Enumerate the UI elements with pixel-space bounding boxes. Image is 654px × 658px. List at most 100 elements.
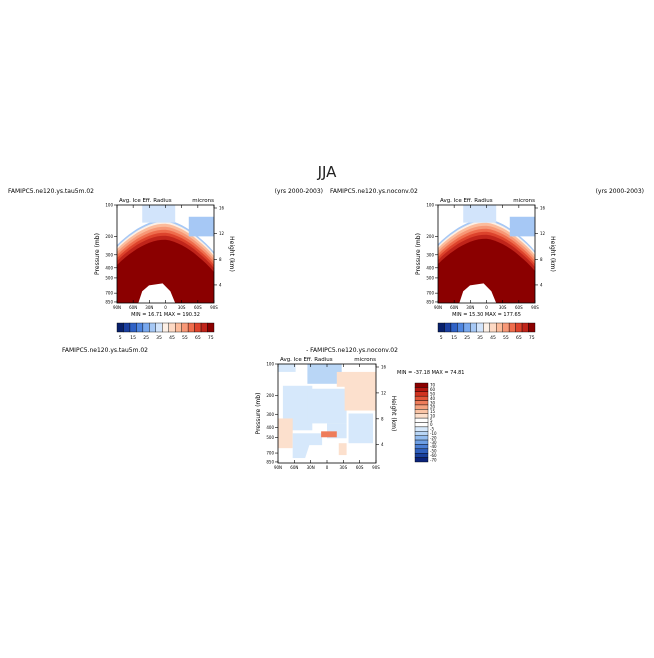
x-tick-label: 30S (178, 305, 186, 310)
colorbar-cell (483, 322, 490, 333)
diff-patch-3 (336, 371, 376, 387)
colorbar-cell (528, 322, 536, 333)
variable-label: Avg. Ice Eff. Radius (280, 357, 333, 363)
upper-cap (142, 205, 176, 223)
upper-right-blue (509, 216, 535, 237)
y-right-tick-label: 16 (381, 365, 387, 370)
x-tick-label: 90N (274, 465, 282, 470)
upper-right-blue (188, 216, 214, 237)
colorbar-label: -50 (430, 449, 437, 454)
colorbar-cell (414, 448, 429, 454)
y-tick-label: 300 (266, 412, 274, 417)
y-tick-label: 500 (266, 435, 274, 440)
x-tick-label: 30N (307, 465, 315, 470)
colorbar-label: 60 (430, 387, 436, 392)
y-tick-label: 500 (105, 275, 113, 280)
topography-mask (459, 283, 497, 303)
y-right-tick-label: 8 (540, 257, 543, 262)
colorbar-cell (129, 322, 137, 333)
colorbar-label: 25 (143, 335, 149, 341)
colorbar-cell (414, 417, 429, 423)
colorbar-label: 30 (430, 400, 436, 405)
diff-patch-11 (321, 431, 337, 438)
colorbar-cell (155, 322, 163, 333)
y-axis-label: Pressure (mb) (94, 233, 101, 275)
diff-patch-1 (278, 364, 296, 372)
colorbar-label: -40 (430, 444, 437, 449)
colorbar-label: -30 (430, 440, 437, 445)
y-right-tick-label: 12 (381, 390, 387, 395)
contour-band-8 (438, 238, 535, 303)
colorbar-cell (174, 322, 182, 333)
colorbar-cell (414, 422, 429, 428)
y-tick-label: 500 (426, 275, 434, 280)
colorbar-label: 15 (130, 335, 136, 341)
panel-1-years-label: (yrs 2000-2003) (275, 188, 323, 195)
colorbar-cell (414, 404, 429, 410)
colorbar-label: 75 (208, 335, 214, 341)
colorbar-label: 5 (430, 418, 433, 423)
units-label: microns (513, 198, 535, 204)
colorbar-label: 15 (430, 409, 436, 414)
diff-patch-6 (344, 385, 376, 411)
x-tick-label: 0 (485, 305, 488, 310)
y-right-tick-label: 8 (219, 257, 222, 262)
y-tick-label: 400 (266, 425, 274, 430)
x-tick-label: 90S (210, 305, 218, 310)
diff-patch-10 (348, 413, 374, 444)
units-label: microns (354, 357, 376, 363)
x-tick-label: 30N (145, 305, 153, 310)
colorbar-label: 55 (503, 335, 509, 341)
y-right-tick-label: 16 (219, 206, 225, 211)
x-tick-label: 60N (290, 465, 298, 470)
stats-label: MIN = -37.18 MAX = 74.81 (397, 370, 464, 376)
y-right-tick-label: 12 (540, 231, 546, 236)
colorbar-cell (414, 395, 429, 401)
x-tick-label: 90N (113, 305, 121, 310)
x-tick-label: 30S (499, 305, 507, 310)
y-right-tick-label: 16 (540, 206, 546, 211)
x-tick-label: 90S (372, 465, 380, 470)
colorbar-label: 70 (430, 383, 436, 388)
diff-patch-2 (307, 364, 342, 384)
y-tick-label: 300 (105, 252, 113, 257)
x-tick-label: 60N (450, 305, 458, 310)
colorbar-label: 45 (490, 335, 496, 341)
colorbar-cell (414, 457, 429, 463)
colorbar-cell (414, 426, 429, 432)
contour-band-8 (117, 239, 214, 303)
panel-1: Avg. Ice Eff. Radius microns 90N 60N 30N 0 30S… (94, 198, 235, 341)
colorbar-cell (414, 439, 429, 445)
colorbar-label: -10 (430, 431, 437, 436)
colorbar-cell (194, 322, 202, 333)
colorbar-cell (414, 413, 429, 419)
y-tick-label: 850 (105, 299, 113, 304)
colorbar-cell (508, 322, 516, 333)
variable-label: Avg. Ice Eff. Radius (119, 198, 172, 204)
y-right-tick-label: 8 (381, 416, 384, 421)
colorbar-label: 0 (430, 422, 433, 427)
y-tick-label: 200 (105, 234, 113, 239)
units-label: microns (192, 198, 214, 204)
colorbar-label: 40 (430, 396, 436, 401)
colorbar-label: -20 (430, 435, 437, 440)
colorbar-label: -70 (430, 457, 437, 462)
colorbar-cell (450, 322, 458, 333)
y-tick-label: 700 (426, 291, 434, 296)
colorbar-cell (116, 322, 124, 333)
colorbar-cell (162, 322, 169, 333)
y-tick-label: 100 (266, 362, 274, 367)
topography-mask (303, 445, 341, 463)
x-tick-label: 30S (340, 465, 348, 470)
colorbar-label: -5 (430, 427, 434, 432)
y-tick-label: 200 (426, 234, 434, 239)
colorbar-cell (463, 322, 471, 333)
y-tick-label: 100 (426, 203, 434, 208)
colorbar-label: 45 (169, 335, 175, 341)
panel-1-case-label: FAMIPC5.ne120.ys.tau5m.02 (8, 188, 94, 195)
panel-2-years-label: (yrs 2000-2003) (596, 188, 644, 195)
y-tick-label: 700 (266, 451, 274, 456)
colorbar-label: 25 (464, 335, 470, 341)
y-axis-label: Pressure (mb) (255, 393, 262, 435)
colorbar-cell (470, 322, 478, 333)
